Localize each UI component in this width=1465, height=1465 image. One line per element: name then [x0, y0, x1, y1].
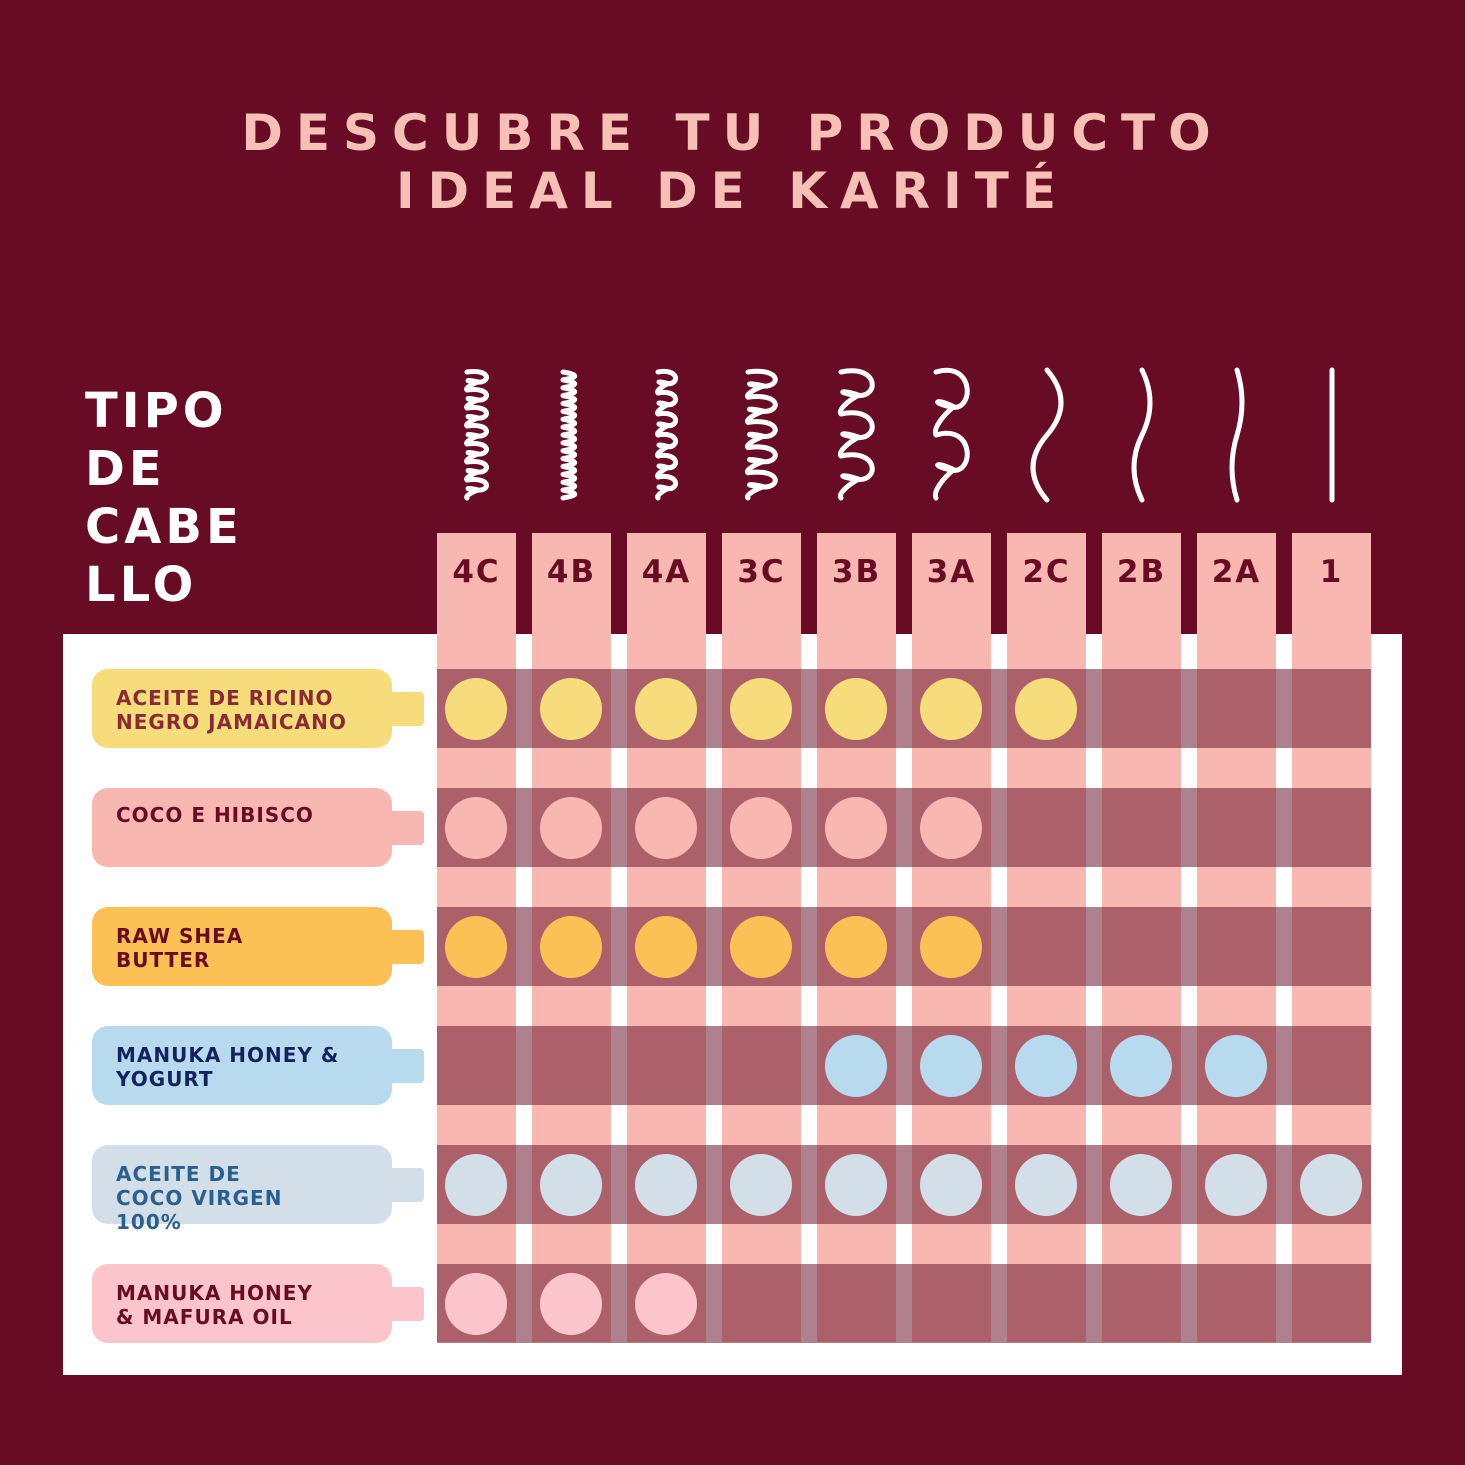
suitability-dot — [1110, 1154, 1172, 1216]
hair-type-label: 4B — [546, 554, 597, 590]
product-bottle-cap — [386, 930, 424, 964]
wave-2a-icon — [1229, 367, 1245, 503]
suitability-dot — [920, 678, 982, 740]
product-name-line: ACEITE DE — [116, 1162, 241, 1186]
hair-type-label: 2C — [1022, 554, 1071, 590]
suitability-dot — [1015, 1035, 1077, 1097]
curl-3c-icon — [744, 368, 778, 501]
suitability-dot — [635, 1154, 697, 1216]
product-bottle-cap — [386, 811, 424, 845]
hair-type-label: 3A — [926, 554, 977, 590]
product-bottle-cap — [386, 1287, 424, 1321]
hair-type-label: 4C — [452, 554, 501, 590]
product-bottle — [92, 1264, 392, 1343]
suitability-dot — [635, 797, 697, 859]
product-bottle-cap — [386, 1168, 424, 1202]
suitability-dot — [825, 916, 887, 978]
hair-type-heading: TIPO DE CABE LLO — [85, 382, 243, 614]
suitability-dot — [445, 916, 507, 978]
suitability-dot — [825, 1154, 887, 1216]
title-line-2: IDEAL DE KARITÉ — [395, 162, 1070, 220]
product-name-line: RAW SHEA — [116, 924, 244, 948]
hair-type-heading-line: TIPO — [85, 383, 228, 439]
product-name-line: MANUKA HONEY & — [116, 1043, 340, 1067]
suitability-dot — [445, 678, 507, 740]
suitability-dot — [540, 916, 602, 978]
suitability-dot — [920, 1035, 982, 1097]
product-bottle — [92, 669, 392, 748]
suitability-dot — [1015, 1154, 1077, 1216]
hair-type-heading-line: DE — [85, 441, 166, 497]
product-name: ACEITE DE COCO VIRGEN 100% — [116, 1162, 386, 1234]
suitability-dot — [635, 916, 697, 978]
product-name-line: COCO VIRGEN — [116, 1186, 283, 1210]
wave-2c-icon — [1030, 367, 1064, 503]
product-bottle-cap — [386, 692, 424, 726]
product-name-line: ACEITE DE RICINO — [116, 686, 334, 710]
product-name-line: BUTTER — [116, 948, 211, 972]
hair-type-label: 3C — [737, 554, 786, 590]
curl-4c-icon — [464, 369, 489, 501]
suitability-dot — [825, 678, 887, 740]
suitability-dot — [540, 1154, 602, 1216]
product-bottle — [92, 907, 392, 986]
suitability-dot — [445, 1154, 507, 1216]
suitability-dot — [1205, 1035, 1267, 1097]
suitability-dot — [920, 916, 982, 978]
curl-4a-icon — [655, 368, 678, 501]
suitability-dot — [445, 1273, 507, 1335]
suitability-dot — [1300, 1154, 1362, 1216]
suitability-dot — [1110, 1035, 1172, 1097]
product-name: MANUKA HONEY & MAFURA OIL — [116, 1281, 386, 1329]
suitability-dot — [730, 916, 792, 978]
product-name-line: 100% — [116, 1210, 182, 1234]
suitability-dot — [825, 1035, 887, 1097]
product-name: RAW SHEA BUTTER — [116, 924, 386, 972]
suitability-dot — [920, 1154, 982, 1216]
suitability-dot — [1015, 678, 1077, 740]
suitability-dot — [540, 678, 602, 740]
product-bottle — [92, 1145, 392, 1224]
suitability-dot — [635, 1273, 697, 1335]
suitability-dot — [1205, 1154, 1267, 1216]
suitability-dot — [730, 797, 792, 859]
hair-type-label: 4A — [641, 554, 692, 590]
product-name-line: MANUKA HONEY — [116, 1281, 313, 1305]
title-line-1: DESCUBRE TU PRODUCTO — [241, 104, 1224, 162]
curl-3a-icon — [932, 367, 970, 501]
product-bottle — [92, 788, 392, 867]
suitability-dot — [920, 797, 982, 859]
product-name: ACEITE DE RICINO NEGRO JAMAICANO — [116, 686, 386, 734]
curl-3b-icon — [837, 368, 875, 501]
hair-type-label: 2B — [1116, 554, 1167, 590]
product-name-line: & MAFURA OIL — [116, 1305, 293, 1329]
hair-type-label: 3B — [831, 554, 882, 590]
product-name: COCO E HIBISCO — [116, 803, 386, 827]
suitability-dot — [540, 797, 602, 859]
wave-2b-icon — [1131, 367, 1153, 503]
hair-type-heading-line: LLO — [85, 557, 198, 613]
suitability-dot — [730, 678, 792, 740]
product-name-line: COCO E HIBISCO — [116, 803, 314, 827]
hair-type-label: 2A — [1211, 554, 1262, 590]
product-bottle-cap — [386, 1049, 424, 1083]
product-name-line: NEGRO JAMAICANO — [116, 710, 347, 734]
hair-type-heading-line: CABE — [85, 499, 243, 555]
page-title: DESCUBRE TU PRODUCTO IDEAL DE KARITÉ — [0, 104, 1465, 220]
product-bottle — [92, 1026, 392, 1105]
straight-1-icon — [1329, 367, 1335, 503]
curl-4b-icon — [560, 369, 578, 501]
suitability-dot — [825, 797, 887, 859]
hair-type-label: 1 — [1319, 554, 1344, 590]
suitability-dot — [540, 1273, 602, 1335]
product-name-line: YOGURT — [116, 1067, 214, 1091]
product-name: MANUKA HONEY & YOGURT — [116, 1043, 386, 1091]
suitability-dot — [730, 1154, 792, 1216]
suitability-dot — [635, 678, 697, 740]
suitability-dot — [445, 797, 507, 859]
